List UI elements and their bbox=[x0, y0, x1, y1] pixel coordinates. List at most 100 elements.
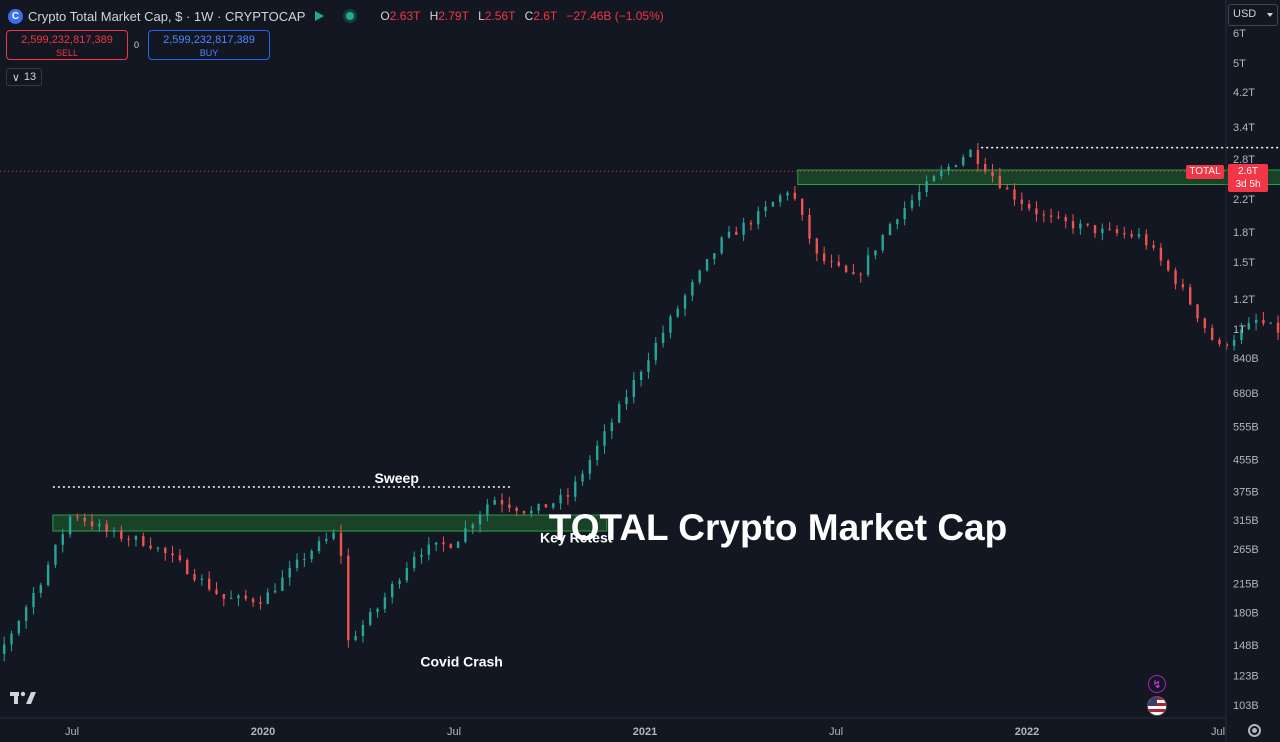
candle-body bbox=[24, 607, 28, 622]
candle-body bbox=[515, 508, 518, 512]
candle-body bbox=[164, 547, 167, 554]
candle-body bbox=[991, 171, 994, 176]
market-status-icon[interactable] bbox=[346, 12, 355, 20]
candle-body bbox=[90, 521, 94, 527]
symbol-legend[interactable]: C Crypto Total Market Cap, $ · 1W · CRYP… bbox=[8, 6, 664, 26]
candle-body bbox=[661, 332, 665, 343]
candle-body bbox=[1079, 223, 1082, 229]
candle-body bbox=[976, 149, 980, 165]
candle-body bbox=[354, 636, 357, 641]
candle-body bbox=[1035, 208, 1038, 215]
candle-body bbox=[420, 554, 423, 557]
candle-body bbox=[881, 235, 884, 251]
y-tick-label: 4.2T bbox=[1233, 87, 1255, 99]
us-flag-icon[interactable] bbox=[1147, 696, 1167, 716]
candle-body bbox=[1145, 234, 1148, 246]
candle-body bbox=[581, 473, 584, 482]
candle-body bbox=[1137, 234, 1141, 237]
candle-body bbox=[456, 541, 460, 549]
candle-body bbox=[295, 559, 299, 568]
candle-body bbox=[808, 214, 811, 239]
annotation-label: Covid Crash bbox=[420, 654, 502, 670]
candle-body bbox=[1057, 216, 1060, 218]
chevron-down-icon: ∨ bbox=[11, 71, 20, 84]
candle-body bbox=[779, 195, 782, 203]
candle-body bbox=[859, 274, 862, 276]
candle-body bbox=[449, 544, 452, 549]
candle-body bbox=[39, 585, 42, 593]
candle-body bbox=[383, 597, 387, 609]
candle-body bbox=[610, 422, 614, 432]
candle-body bbox=[1013, 189, 1016, 200]
currency-select[interactable]: USD bbox=[1228, 4, 1278, 26]
y-tick-label: 103B bbox=[1233, 700, 1259, 712]
sell-button[interactable]: 2,599,232,817,389 SELL bbox=[6, 30, 128, 60]
candle-body bbox=[303, 559, 306, 561]
y-tick-label: 680B bbox=[1233, 388, 1259, 400]
chart-title: TOTAL Crypto Market Cap bbox=[549, 507, 1007, 548]
candle-body bbox=[376, 608, 379, 613]
candle-body bbox=[46, 564, 50, 586]
candle-body bbox=[757, 211, 760, 225]
low-value: 2.56T bbox=[484, 9, 516, 23]
candle-body bbox=[288, 567, 291, 578]
spread-value: 0 bbox=[134, 40, 140, 50]
symbol-title[interactable]: Crypto Total Market Cap, $ · 1W · CRYPTO… bbox=[28, 8, 306, 24]
candle-body bbox=[522, 511, 526, 514]
candle-body bbox=[1042, 214, 1045, 216]
candle-body bbox=[369, 612, 372, 625]
candle-body bbox=[713, 253, 716, 260]
candle-body bbox=[625, 397, 628, 405]
candle-body bbox=[17, 621, 21, 634]
candle-body bbox=[1086, 223, 1089, 226]
candle-body bbox=[325, 538, 328, 542]
y-tick-label: 3.4T bbox=[1233, 122, 1255, 134]
candle-body bbox=[588, 459, 592, 474]
buy-button[interactable]: 2,599,232,817,389 BUY bbox=[148, 30, 270, 60]
candle-body bbox=[683, 295, 687, 309]
candle-body bbox=[866, 255, 870, 275]
tradingview-logo-icon[interactable] bbox=[10, 690, 38, 706]
candle-body bbox=[391, 584, 394, 598]
annotation-label: Key Retest bbox=[540, 530, 613, 546]
flag-icon[interactable] bbox=[315, 11, 325, 21]
candle-body bbox=[83, 517, 86, 522]
candle-body bbox=[471, 524, 474, 529]
candle-body bbox=[720, 237, 723, 254]
candle-body bbox=[676, 308, 679, 317]
candle-body bbox=[273, 590, 277, 593]
candle-body bbox=[405, 568, 409, 581]
candle-body bbox=[822, 253, 826, 262]
candle-body bbox=[1188, 287, 1192, 305]
candle-body bbox=[1049, 215, 1053, 217]
buy-label: BUY bbox=[199, 48, 219, 58]
settings-icon[interactable] bbox=[1248, 724, 1261, 737]
candle-body bbox=[442, 542, 445, 545]
candle-body bbox=[1262, 320, 1265, 324]
candle-body bbox=[486, 504, 489, 515]
candle-body bbox=[244, 595, 247, 599]
candle-body bbox=[251, 598, 255, 603]
indicators-toggle-button[interactable]: ∨ 13 bbox=[6, 68, 42, 86]
candle-body bbox=[398, 580, 401, 585]
caret-down-icon bbox=[1267, 13, 1273, 17]
sell-label: SELL bbox=[55, 48, 79, 58]
y-tick-label: 123B bbox=[1233, 671, 1259, 683]
candle-body bbox=[149, 545, 152, 549]
candle-body bbox=[654, 342, 657, 361]
candle-body bbox=[500, 500, 504, 505]
crypto-symbol-icon: C bbox=[8, 8, 23, 24]
candle-body bbox=[178, 555, 182, 561]
candle-body bbox=[632, 379, 635, 398]
lightning-icon[interactable]: ↯ bbox=[1148, 675, 1166, 693]
candle-body bbox=[1174, 270, 1177, 285]
candle-body bbox=[574, 481, 577, 497]
candle-body bbox=[691, 282, 694, 296]
candle-body bbox=[1115, 229, 1119, 234]
candle-body bbox=[266, 592, 269, 604]
candle-body bbox=[1108, 228, 1111, 230]
candle-body bbox=[1071, 221, 1075, 229]
candle-body bbox=[837, 261, 840, 266]
